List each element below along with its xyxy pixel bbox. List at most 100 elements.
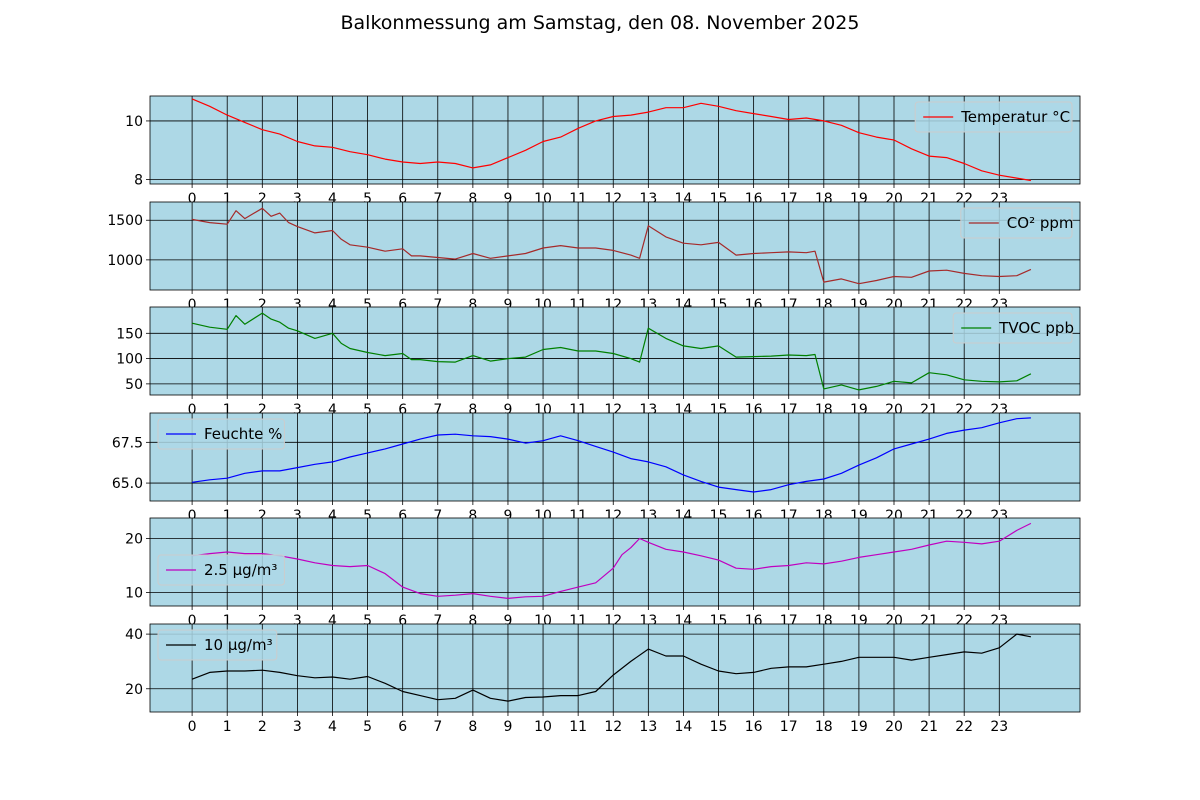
y-tick-label: 65.0: [112, 476, 143, 492]
subplot-1: 0 1 2 3 4 5 6 7 8 9 10 11 12 13 14 15 16 17 18 19 20 21 22 2381…: [125, 95, 1081, 207]
x-tick-label: 0: [188, 613, 197, 629]
x-tick-label: 9: [504, 508, 513, 524]
x-tick-label: 10: [534, 719, 552, 735]
plot-frame: [149, 412, 1081, 502]
legend: Feuchte %: [157, 418, 285, 450]
legend-box: [914, 101, 1073, 133]
plot-area: [150, 518, 1080, 606]
x-tick-label: 9: [504, 719, 513, 735]
x-tick-label: 4: [328, 191, 337, 207]
x-tick-label: 5: [363, 613, 372, 629]
y-tick-label: 20: [125, 532, 143, 548]
x-tick-label: 11: [569, 719, 587, 735]
x-tick-label: 18: [815, 719, 833, 735]
x-tick-label: 7: [433, 297, 442, 313]
x-tick-label: 2: [258, 402, 267, 418]
x-tick-label: 2: [258, 508, 267, 524]
x-tick-label: 3: [293, 402, 302, 418]
legend-box: [157, 418, 285, 450]
subplot-2: 0 1 2 3 4 5 6 7 8 9 10 11 12 13 14 15 16 17 18 19 20 21 22 2310…: [107, 201, 1081, 313]
series-line: [191, 312, 1032, 391]
x-tick-label: 21: [920, 719, 938, 735]
x-tick-label: 16: [745, 719, 763, 735]
legend: CO² ppm: [960, 207, 1074, 239]
x-tick-label: 8: [468, 719, 477, 735]
legend-label: Temperatur °C: [960, 108, 1070, 126]
x-tick-label: 3: [293, 508, 302, 524]
x-tick-label: 6: [398, 719, 407, 735]
y-tick-label: 10: [125, 114, 143, 130]
y-tick-label: 10: [125, 586, 143, 602]
x-tick-label: 5: [363, 402, 372, 418]
series-line: [191, 98, 1032, 182]
x-tick-label: 1: [223, 508, 232, 524]
subplot-5: 0 1 2 3 4 5 6 7 8 9 10 11 12 13 14 15 16 17 18 19 20 21 22 2310…: [125, 517, 1081, 629]
x-tick-label: 20: [885, 719, 903, 735]
y-tick-label: 8: [134, 173, 143, 189]
y-tick-label: 1500: [107, 213, 143, 229]
x-tick-label: 23: [990, 719, 1008, 735]
x-tick-label: 7: [433, 719, 442, 735]
plot-frame: [149, 623, 1081, 713]
y-tick-label: 40: [125, 627, 143, 643]
x-tick-label: 1: [223, 719, 232, 735]
series-line: [192, 417, 1031, 493]
plot-area: [150, 624, 1080, 712]
x-tick-label: 17: [780, 719, 798, 735]
figure-title: Balkonmessung am Samstag, den 08. Novemb…: [340, 12, 860, 34]
x-tick-label: 14: [675, 719, 693, 735]
y-tick-label: 50: [125, 377, 143, 393]
plot-area: [150, 413, 1080, 501]
legend-label: 10 µg/m³: [204, 636, 273, 654]
series-line: [191, 633, 1032, 702]
x-tick-label: 0: [188, 402, 197, 418]
plot-frame: [149, 517, 1081, 607]
x-tick-label: 5: [363, 297, 372, 313]
x-tick-label: 8: [468, 191, 477, 207]
x-tick-label: 1: [223, 297, 232, 313]
x-tick-label: 7: [433, 191, 442, 207]
x-tick-label: 13: [639, 719, 657, 735]
x-tick-label: 6: [398, 191, 407, 207]
x-tick-label: 15: [710, 719, 728, 735]
x-tick-label: 2: [258, 613, 267, 629]
x-tick-label: 6: [398, 613, 407, 629]
series-line: [191, 207, 1032, 285]
legend-label: TVOC ppb: [998, 319, 1074, 337]
x-tick-label: 2: [258, 297, 267, 313]
legend-box: [157, 554, 285, 586]
x-tick-label: 3: [293, 719, 302, 735]
legend: 10 µg/m³: [157, 629, 278, 661]
x-tick-label: 4: [328, 719, 337, 735]
legend-label: Feuchte %: [204, 425, 282, 443]
x-tick-label: 6: [398, 297, 407, 313]
x-tick-label: 4: [328, 297, 337, 313]
x-tick-label: 8: [468, 508, 477, 524]
x-tick-label: 3: [293, 613, 302, 629]
y-tick-label: 67.5: [112, 435, 143, 451]
x-tick-label: 9: [504, 191, 513, 207]
subplot-3: 0 1 2 3 4 5 6 7 8 9 10 11 12 13 14 15 16 17 18 19 20 21 22 2350…: [116, 306, 1081, 418]
x-tick-label: 1: [223, 191, 232, 207]
x-tick-label: 3: [293, 191, 302, 207]
legend: 2.5 µg/m³: [157, 554, 285, 586]
x-tick-label: 4: [328, 402, 337, 418]
x-tick-label: 7: [433, 508, 442, 524]
legend: TVOC ppb: [952, 312, 1074, 344]
x-tick-label: 0: [188, 297, 197, 313]
y-tick-label: 150: [116, 326, 143, 342]
x-tick-label: 1: [223, 402, 232, 418]
x-tick-label: 8: [468, 402, 477, 418]
series-line: [192, 522, 1032, 600]
legend-box: [952, 312, 1073, 344]
x-tick-label: 0: [188, 191, 197, 207]
y-tick-label: 1000: [107, 253, 143, 269]
x-tick-label: 2: [258, 719, 267, 735]
legend-label: CO² ppm: [1007, 214, 1074, 232]
x-tick-label: 2: [258, 191, 267, 207]
x-tick-label: 4: [328, 613, 337, 629]
plot-area: [150, 307, 1080, 395]
x-tick-label: 6: [398, 402, 407, 418]
x-tick-label: 0: [188, 508, 197, 524]
